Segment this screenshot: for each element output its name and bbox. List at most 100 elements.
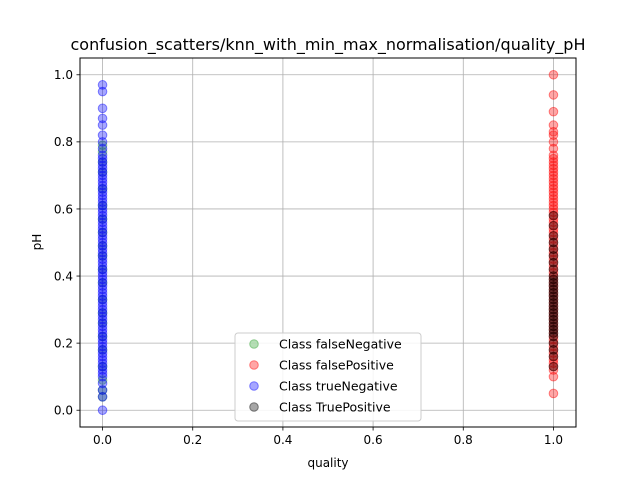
point-false-positive <box>548 244 559 255</box>
point-true-positive <box>548 220 559 231</box>
point-true-negative <box>97 120 108 130</box>
point-true-positive <box>548 230 559 241</box>
point-false-positive <box>548 157 559 167</box>
point-true-negative <box>97 331 108 342</box>
point-true-positive <box>548 311 559 322</box>
point-true-negative <box>97 143 108 154</box>
point-false-positive <box>548 197 559 208</box>
point-true-positive <box>548 361 559 372</box>
point-false-positive <box>548 358 559 369</box>
y-axis-label: pH <box>30 234 44 251</box>
point-true-negative <box>97 86 108 97</box>
point-false-positive <box>548 69 559 80</box>
point-true-negative <box>97 173 108 184</box>
point-true-positive <box>548 318 559 328</box>
point-true-negative <box>97 294 108 305</box>
point-false-positive <box>548 264 559 275</box>
point-false-negative <box>97 277 108 288</box>
point-true-negative <box>97 167 108 177</box>
point-true-positive <box>548 328 559 338</box>
point-false-positive <box>548 277 559 288</box>
point-false-negative <box>97 392 108 402</box>
point-true-negative <box>97 267 108 278</box>
point-true-negative <box>97 271 108 281</box>
point-true-positive <box>548 301 559 312</box>
point-true-negative <box>97 365 108 375</box>
point-true-positive <box>548 277 559 288</box>
point-true-positive <box>548 294 559 305</box>
point-false-positive <box>548 224 559 234</box>
point-true-positive <box>548 274 559 285</box>
point-true-negative <box>97 130 108 140</box>
y-tick-label: 0.6 <box>54 202 73 216</box>
point-true-negative <box>97 207 108 218</box>
x-tick-label: 1.0 <box>544 433 563 447</box>
point-false-positive <box>548 90 559 100</box>
point-true-negative <box>97 361 108 372</box>
legend-marker-false-negative <box>249 339 259 349</box>
point-false-negative <box>97 241 108 251</box>
point-false-positive <box>548 200 559 211</box>
point-true-negative <box>97 177 108 187</box>
point-true-negative <box>97 160 108 171</box>
point-false-positive <box>548 220 559 231</box>
point-true-negative <box>97 304 108 315</box>
point-false-positive <box>548 294 559 305</box>
point-true-positive <box>548 345 559 355</box>
point-true-positive <box>548 251 559 261</box>
point-false-negative <box>97 308 108 318</box>
point-false-positive <box>548 237 559 248</box>
point-false-positive <box>548 143 559 154</box>
series-false-negative <box>97 140 108 402</box>
point-false-positive <box>548 341 559 352</box>
point-false-positive <box>548 355 559 365</box>
point-true-negative <box>97 321 108 332</box>
point-true-negative <box>97 288 108 298</box>
point-true-negative <box>97 301 108 312</box>
x-tick-label: 0.8 <box>454 433 473 447</box>
point-true-negative <box>97 341 108 352</box>
point-false-positive <box>548 167 559 177</box>
point-false-positive <box>548 194 559 204</box>
data-points <box>97 69 559 416</box>
point-true-negative <box>97 187 108 197</box>
point-false-positive <box>548 217 559 228</box>
point-true-negative <box>97 274 108 285</box>
point-true-negative <box>97 334 108 345</box>
point-false-positive <box>548 324 559 335</box>
point-false-negative <box>97 184 108 194</box>
point-false-positive <box>548 281 559 291</box>
x-axis-label: quality <box>307 456 348 470</box>
point-false-positive <box>548 311 559 322</box>
point-false-positive <box>548 348 559 359</box>
point-true-negative <box>97 261 108 271</box>
point-false-positive <box>548 137 559 147</box>
point-true-negative <box>97 170 108 181</box>
point-true-negative <box>97 257 108 268</box>
point-true-negative <box>97 163 108 174</box>
point-false-positive <box>548 214 559 224</box>
point-true-negative <box>97 405 108 416</box>
point-false-positive <box>548 338 559 348</box>
point-true-positive <box>548 271 559 281</box>
point-true-negative <box>97 224 108 234</box>
x-tick-label: 0.2 <box>183 433 202 447</box>
legend-label-true-negative: Class trueNegative <box>279 379 398 394</box>
point-false-negative <box>97 345 108 355</box>
x-tick-label: 0.4 <box>273 433 292 447</box>
point-false-positive <box>548 254 559 265</box>
point-true-negative <box>97 318 108 328</box>
point-true-negative <box>97 368 108 379</box>
point-false-negative <box>97 227 108 238</box>
point-true-negative <box>97 197 108 208</box>
point-false-positive <box>548 308 559 318</box>
point-false-positive <box>548 251 559 261</box>
point-true-positive <box>548 237 559 248</box>
y-tick-label: 0.0 <box>54 404 73 418</box>
point-false-positive <box>548 241 559 251</box>
point-false-positive <box>548 274 559 285</box>
point-false-positive <box>548 298 559 308</box>
x-tick-label: 0.0 <box>93 433 112 447</box>
series-true-positive <box>548 210 559 372</box>
